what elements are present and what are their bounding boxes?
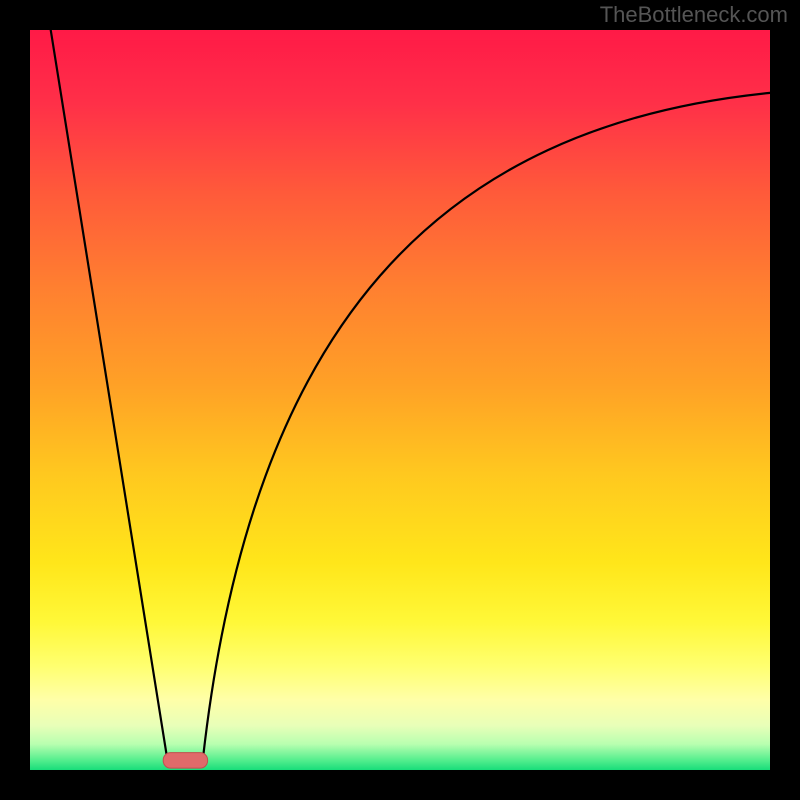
bottleneck-chart	[0, 0, 800, 800]
minimum-marker	[163, 753, 207, 769]
watermark-text: TheBottleneck.com	[600, 2, 788, 28]
chart-container: TheBottleneck.com	[0, 0, 800, 800]
plot-background	[30, 30, 770, 770]
